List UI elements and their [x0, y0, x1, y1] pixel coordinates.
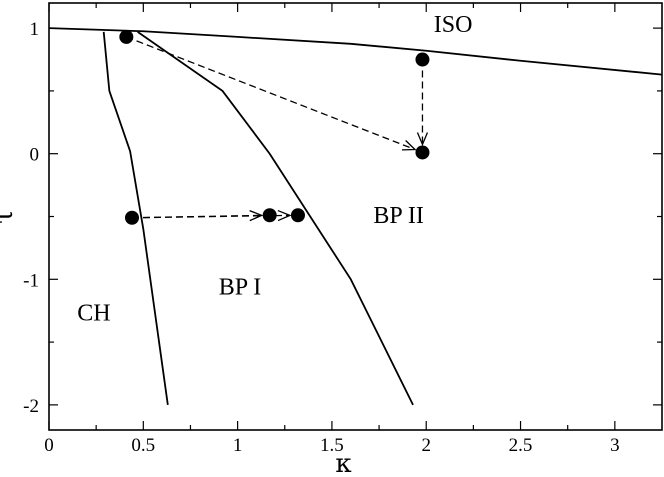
y-tick-label: -2	[23, 396, 39, 417]
transition-arrow	[126, 36, 416, 151]
data-point	[290, 208, 305, 223]
x-tick-label: 0	[44, 435, 54, 456]
ch-bpi-boundary-line	[102, 31, 169, 406]
arrow-head	[277, 209, 292, 222]
x-tick-label: 1.5	[320, 435, 344, 456]
y-axis-label: τ	[0, 209, 19, 223]
x-tick-label: 2	[421, 435, 431, 456]
transition-arrow	[131, 214, 290, 219]
plot-area: 0 0.5 1 1.5 2 2.5 3 1 0 -1 -2 ISO BP II BP I CH	[23, 2, 663, 456]
region-label: BP II	[373, 203, 423, 229]
data-point	[262, 208, 277, 223]
data-point	[124, 210, 139, 225]
y-tick-label: -1	[23, 270, 39, 291]
y-tick-label: 1	[30, 19, 40, 40]
x-tick-label: 2.5	[509, 435, 533, 456]
x-tick-label: 0.5	[131, 435, 155, 456]
arrow-head	[401, 140, 417, 151]
iso-boundary-line	[48, 27, 663, 76]
region-label: BP I	[219, 274, 261, 300]
data-point	[415, 52, 430, 67]
y-tick-label: 0	[30, 145, 40, 166]
region-label: CH	[77, 301, 110, 327]
arrow-head	[416, 132, 429, 147]
data-point	[119, 29, 134, 44]
bpi-bpii-boundary-line	[137, 31, 414, 406]
data-point	[415, 145, 430, 160]
x-tick-label: 1	[233, 435, 243, 456]
x-tick-label: 3	[610, 435, 620, 456]
arrow-head	[249, 210, 264, 222]
x-axis-label: κ	[335, 449, 351, 477]
region-label: ISO	[434, 12, 473, 38]
